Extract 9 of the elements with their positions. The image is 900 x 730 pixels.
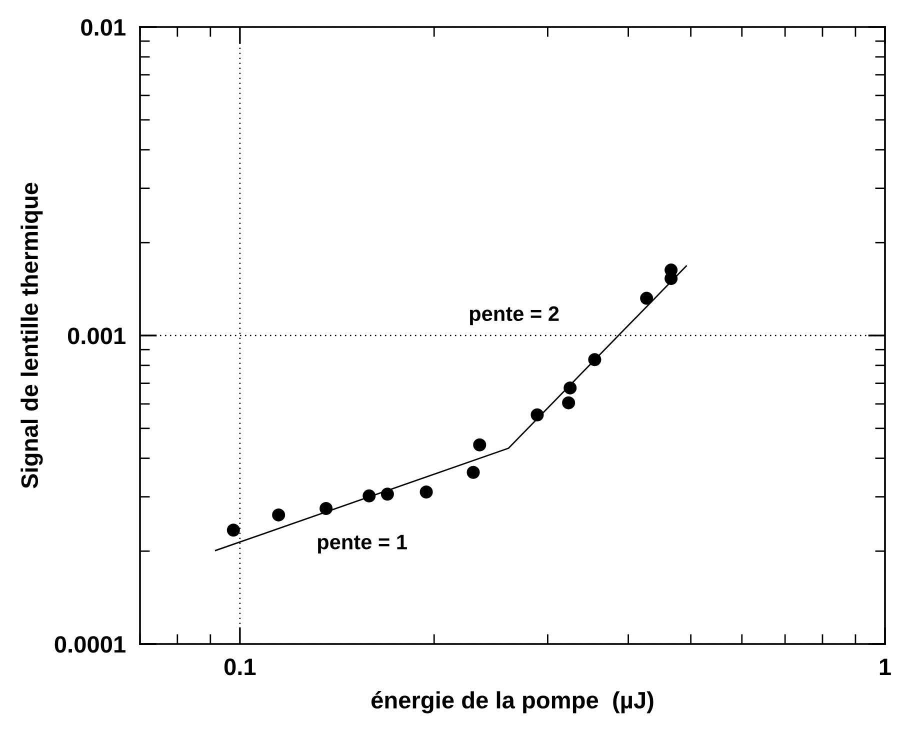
y-axis-title: Signal de lentille thermique (20, 182, 43, 488)
x-tick-label: 1 (880, 658, 891, 675)
x-tick-label: 0.1 (224, 658, 256, 676)
annotation: pente = 1 (318, 534, 407, 554)
x-axis-title: énergie de la pompe (µJ) (371, 691, 654, 714)
annotation: pente = 2 (470, 306, 559, 326)
y-tick-label: 0.001 (68, 328, 126, 344)
y-tick-label: 0.0001 (54, 636, 126, 653)
y-tick-label: 0.01 (81, 19, 126, 36)
